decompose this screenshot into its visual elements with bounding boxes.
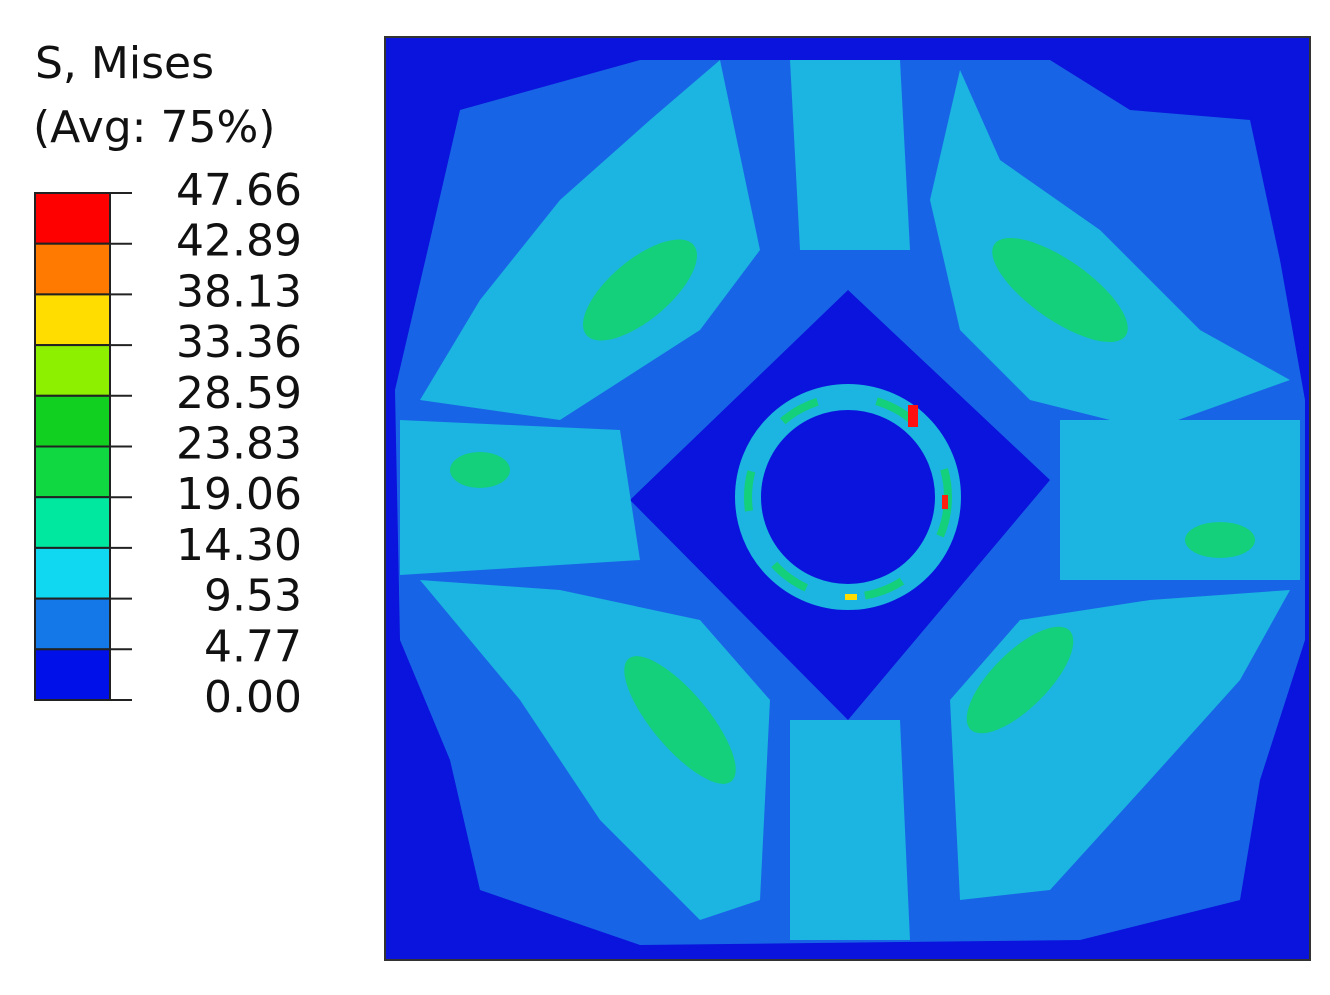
band	[34, 394, 111, 448]
level-label: 38.13	[176, 266, 302, 317]
hotspot	[942, 495, 948, 509]
hotspot	[908, 405, 918, 427]
band	[34, 445, 111, 499]
band	[34, 192, 111, 245]
band	[34, 546, 111, 600]
band	[34, 496, 111, 549]
ticks	[110, 192, 132, 701]
level-label: 9.53	[204, 571, 302, 622]
hotspot	[845, 594, 857, 600]
band	[34, 597, 111, 651]
band	[34, 648, 111, 701]
band	[34, 242, 111, 296]
region-green	[450, 237, 1255, 784]
level-label: 42.89	[176, 216, 302, 267]
level-label: 14.30	[176, 520, 302, 571]
level-label: 47.66	[176, 165, 302, 216]
band	[34, 344, 111, 397]
legend: S, Mises (Avg: 75%) 47.6642.8938.1333.36…	[33, 38, 302, 723]
color-bar	[34, 192, 111, 701]
region-cyan	[400, 60, 1300, 940]
band	[34, 293, 111, 347]
level-label: 28.59	[176, 368, 302, 419]
legend-title: S, Mises	[35, 38, 214, 89]
level-label: 23.83	[176, 419, 302, 470]
level-label: 0.00	[204, 672, 302, 723]
contour-plot	[384, 36, 1311, 961]
level-label: 33.36	[176, 317, 302, 368]
level-label: 19.06	[176, 469, 302, 520]
legend-subtitle: (Avg: 75%)	[33, 102, 275, 153]
legend-labels: 47.6642.8938.1333.3628.5923.8319.0614.30…	[176, 165, 302, 723]
level-label: 4.77	[204, 621, 302, 672]
